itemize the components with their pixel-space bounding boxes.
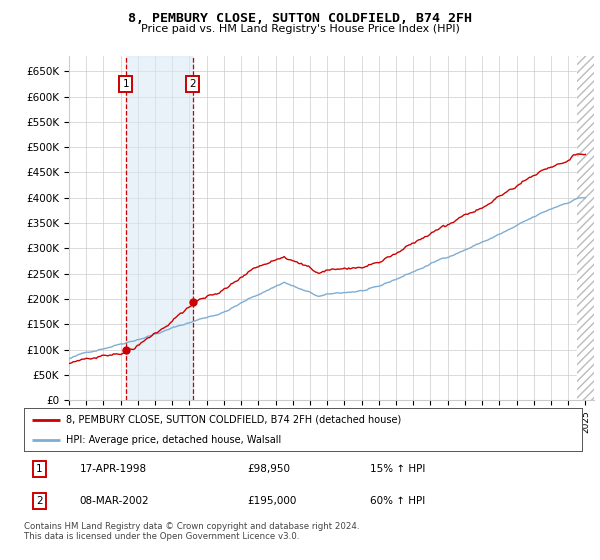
- Bar: [577, 56, 594, 400]
- Bar: [125, 56, 193, 400]
- Text: 1: 1: [36, 464, 43, 474]
- Text: £195,000: £195,000: [247, 496, 296, 506]
- Text: HPI: Average price, detached house, Walsall: HPI: Average price, detached house, Wals…: [66, 435, 281, 445]
- Text: £98,950: £98,950: [247, 464, 290, 474]
- Bar: [577, 56, 594, 400]
- Text: 1: 1: [122, 79, 129, 89]
- Text: Price paid vs. HM Land Registry's House Price Index (HPI): Price paid vs. HM Land Registry's House …: [140, 24, 460, 34]
- Text: 8, PEMBURY CLOSE, SUTTON COLDFIELD, B74 2FH (detached house): 8, PEMBURY CLOSE, SUTTON COLDFIELD, B74 …: [66, 415, 401, 424]
- Text: Contains HM Land Registry data © Crown copyright and database right 2024.
This d: Contains HM Land Registry data © Crown c…: [24, 522, 359, 542]
- Text: 2: 2: [189, 79, 196, 89]
- Text: 17-APR-1998: 17-APR-1998: [80, 464, 147, 474]
- Text: 15% ↑ HPI: 15% ↑ HPI: [370, 464, 425, 474]
- Text: 2: 2: [36, 496, 43, 506]
- Text: 08-MAR-2002: 08-MAR-2002: [80, 496, 149, 506]
- Text: 8, PEMBURY CLOSE, SUTTON COLDFIELD, B74 2FH: 8, PEMBURY CLOSE, SUTTON COLDFIELD, B74 …: [128, 12, 472, 25]
- Text: 60% ↑ HPI: 60% ↑ HPI: [370, 496, 425, 506]
